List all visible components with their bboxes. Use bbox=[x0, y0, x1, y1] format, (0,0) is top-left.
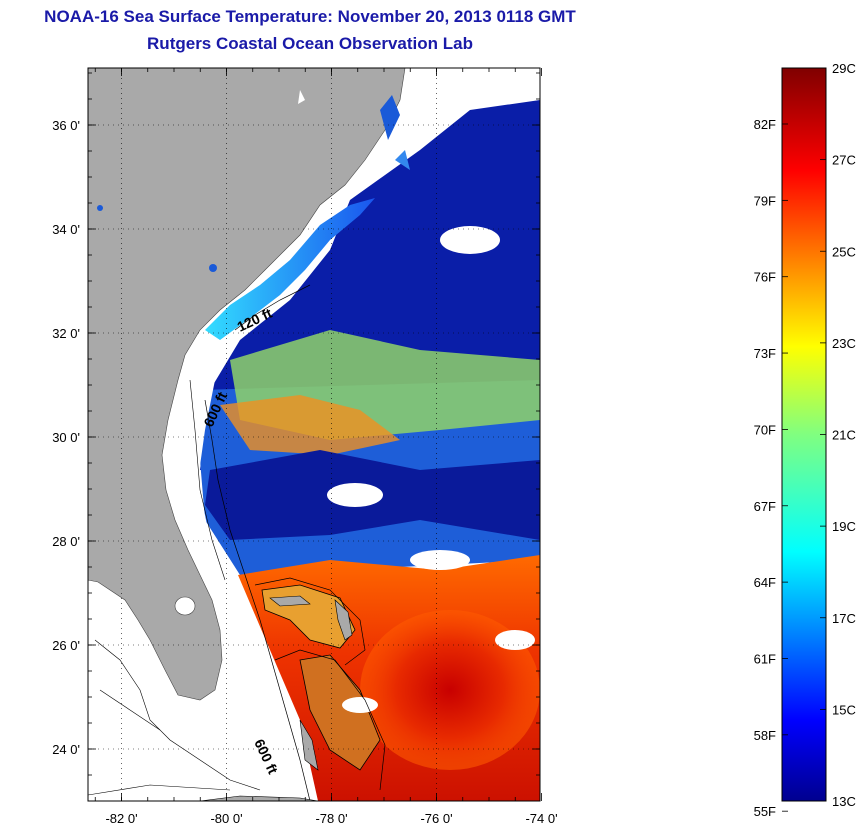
lake-okeechobee bbox=[174, 596, 196, 616]
celsius-label: 19C bbox=[832, 519, 856, 534]
longitude-labels: -82 0' -80 0' -78 0' -76 0' -74 0' bbox=[105, 811, 557, 826]
celsius-label: 25C bbox=[832, 244, 856, 259]
latitude-label: 26 0' bbox=[52, 638, 80, 653]
fahrenheit-label: 67F bbox=[754, 499, 776, 514]
map-subtitle: Rutgers Coastal Ocean Observation Lab bbox=[147, 34, 473, 53]
bahamas-island bbox=[299, 719, 319, 771]
colorbar-gradient bbox=[781, 67, 827, 802]
fahrenheit-label: 70F bbox=[754, 422, 776, 437]
orange-patches-mid bbox=[220, 395, 400, 455]
isobath-bahamas bbox=[274, 649, 386, 791]
longitude-label: -76 0' bbox=[420, 811, 452, 826]
longitude-label: -78 0' bbox=[315, 811, 347, 826]
celsius-label: 21C bbox=[832, 428, 856, 443]
fahrenheit-label: 79F bbox=[754, 193, 776, 208]
pamlico-sound bbox=[380, 95, 400, 140]
fahrenheit-labels: 82F 79F 76F 73F 70F 67F 64F 61F 58F 55F bbox=[754, 117, 776, 819]
isobath-gulf bbox=[99, 689, 161, 731]
longitude-label: -82 0' bbox=[105, 811, 137, 826]
latitude-label: 28 0' bbox=[52, 534, 80, 549]
longitude-label: -74 0' bbox=[525, 811, 557, 826]
isobath-bahamas bbox=[254, 577, 366, 666]
bahamas-island bbox=[334, 599, 353, 641]
inland-lake bbox=[209, 264, 217, 272]
celsius-label: 23C bbox=[832, 336, 856, 351]
celsius-label: 15C bbox=[832, 702, 856, 717]
sound-water bbox=[395, 150, 410, 170]
celsius-label: 17C bbox=[832, 611, 856, 626]
latitude-label: 32 0' bbox=[52, 326, 80, 341]
bahamas-bank-south bbox=[299, 654, 381, 771]
latitude-label: 30 0' bbox=[52, 430, 80, 445]
coastal-cold-band bbox=[205, 198, 375, 340]
inland-lake bbox=[97, 205, 103, 211]
longitude-label: -80 0' bbox=[210, 811, 242, 826]
fahrenheit-label: 73F bbox=[754, 346, 776, 361]
celsius-labels: 29C 27C 25C 23C 21C 19C 17C 15C 13C bbox=[832, 61, 856, 809]
fahrenheit-label: 64F bbox=[754, 575, 776, 590]
cloud-patch bbox=[440, 226, 500, 254]
fahrenheit-label: 58F bbox=[754, 728, 776, 743]
cloud-patch bbox=[465, 68, 535, 100]
colorbar-ticks bbox=[782, 67, 826, 812]
latitude-label: 24 0' bbox=[52, 742, 80, 757]
celsius-label: 27C bbox=[832, 153, 856, 168]
land-us-florida bbox=[88, 68, 406, 701]
fahrenheit-label: 82F bbox=[754, 117, 776, 132]
fahrenheit-label: 55F bbox=[754, 804, 776, 819]
latitude-label: 34 0' bbox=[52, 222, 80, 237]
fahrenheit-label: 61F bbox=[754, 651, 776, 666]
celsius-label: 29C bbox=[832, 61, 856, 76]
cloud-patch bbox=[327, 483, 383, 507]
cloud-patch bbox=[410, 550, 470, 570]
map-frame bbox=[87, 67, 541, 802]
warm-core bbox=[360, 610, 540, 770]
fahrenheit-label: 76F bbox=[754, 270, 776, 285]
latitude-labels: 36 0' 34 0' 32 0' 30 0' 28 0' 26 0' 24 0' bbox=[52, 118, 80, 757]
celsius-label: 13C bbox=[832, 794, 856, 809]
graticule bbox=[88, 68, 540, 801]
map-title: NOAA-16 Sea Surface Temperature: Novembe… bbox=[44, 7, 576, 26]
isobath-cuba bbox=[88, 784, 231, 796]
cloud-patch bbox=[495, 630, 535, 650]
isobath-600ft bbox=[204, 399, 311, 801]
frame-ticks bbox=[88, 68, 542, 801]
bahamas-island bbox=[269, 595, 311, 607]
latitude-label: 36 0' bbox=[52, 118, 80, 133]
inland-water bbox=[298, 90, 305, 104]
isobath-120ft bbox=[234, 284, 311, 331]
isobath-shelf bbox=[189, 379, 226, 581]
